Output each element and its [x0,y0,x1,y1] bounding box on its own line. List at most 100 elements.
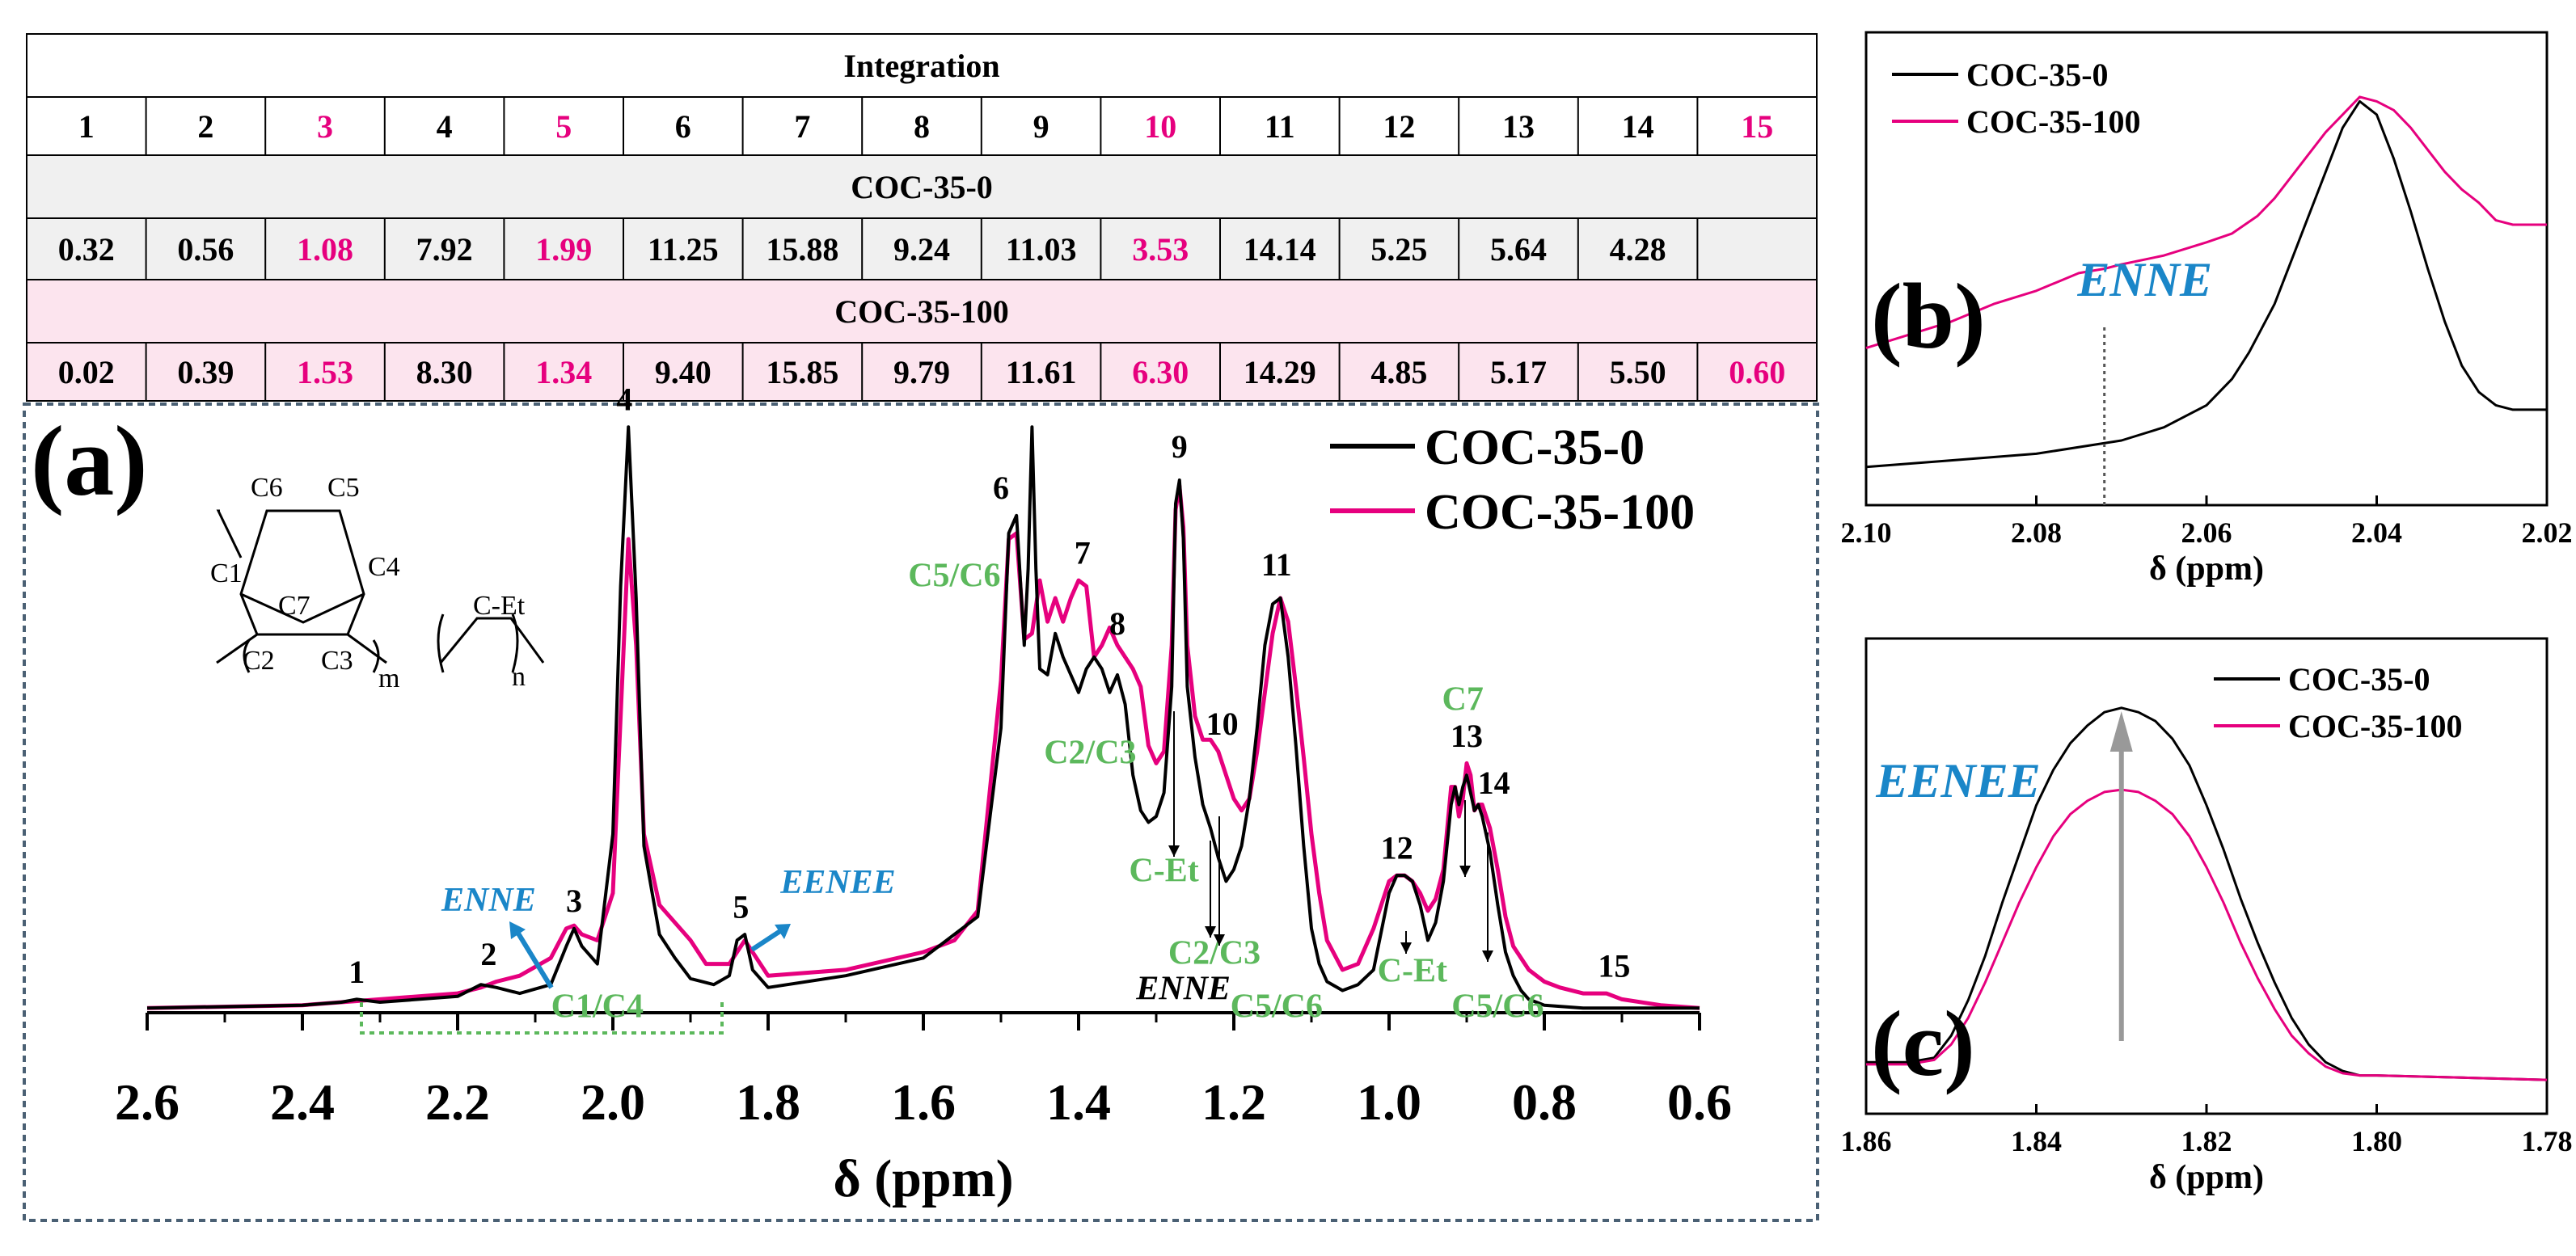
table-cell-sample0: 0.56 [177,231,234,268]
table-peak-number: 8 [914,108,930,145]
table-cell-sample0: 1.08 [297,231,353,268]
table-cell-sample100: 11.61 [1006,354,1077,390]
panel-b-series [1865,99,2547,469]
panel-a-tick-label: 1.0 [1357,1073,1421,1131]
panel-a-tick-label: 2.2 [425,1073,490,1131]
panel-c-tick-label: 1.78 [2522,1125,2573,1157]
panel-c-chart: 1.86 1.84 1.82 1.80 1.78 δ (ppm) COC-35-0 COC-3… [1841,637,2573,1196]
table-cell-sample0: 11.03 [1006,231,1077,268]
table-cell-sample0: 0.32 [58,231,115,268]
table-peak-number: 10 [1144,108,1176,145]
structure-atom-label: C-Et [473,591,526,621]
peak-number-label: 12 [1381,830,1413,866]
panel-b-tick-label: 2.10 [1841,516,1892,549]
table-cell-sample100: 1.53 [297,354,353,390]
peak-number-label: 3 [566,883,582,919]
peak-number-label: 14 [1478,765,1510,801]
peak-number-label: 9 [1172,428,1188,465]
table-peak-number: 4 [437,108,453,145]
table-cell-sample100: 8.30 [416,354,473,390]
assignment-arrowhead [1482,950,1493,962]
table-cell-sample100: 14.29 [1244,354,1316,390]
panel-a-x-label: δ (ppm) [833,1149,1013,1208]
table-cell-sample0: 11.25 [648,231,719,268]
table-cell-sample100: 0.60 [1729,354,1785,390]
eenee-arrow [750,927,784,952]
peak-assignment-label: C5/C6 [908,557,1000,594]
table-cell-sample0: 7.92 [416,231,473,268]
peak-assignment-label: C2/C3 [1168,935,1261,972]
peak-number-label: 5 [733,889,749,925]
c1c4-bracket [360,1002,724,1035]
panel-a-tick-label: 2.0 [581,1073,645,1131]
panel-a-tick-label: 1.6 [891,1073,956,1131]
panel-c-series [1866,788,2548,1081]
table-peak-number: 1 [78,108,95,145]
table-cell-sample100: 1.34 [535,354,592,390]
table-cell-sample100: 4.85 [1370,354,1427,390]
table-cell-sample0: 3.53 [1132,231,1189,268]
peak-number-label: 2 [480,936,496,972]
panel-b-legend-label: COC-35-100 [1966,103,2141,140]
peak-assignment-label: ENNE [1135,970,1231,1007]
panel-c-marker-arrowhead [2109,711,2133,752]
panel-a-tick-label: 0.6 [1667,1073,1732,1131]
structure-atom-label: C3 [321,646,353,676]
table-cell-sample0: 9.24 [893,231,950,268]
structure-atom-label: C7 [278,591,310,621]
panel-a-frame [23,403,1819,1222]
peak-number-label: 10 [1206,706,1239,742]
bracket-m-right [372,639,380,673]
peak-number-label: 8 [1109,605,1125,642]
table-peak-number: 3 [317,108,333,145]
integration-table: Integration COC-35-0 COC-35-100 1 0.32 0.02 2 0… [26,33,1818,402]
panel-b-tick-label: 2.08 [2011,516,2062,549]
table-sample100-name: COC-35-100 [834,293,1009,330]
panel-a-chart: 2.6 2.4 2.2 2.0 1.8 1.6 1.4 1.2 1.0 0.8 0.6 δ (ppm)… [23,381,1819,1222]
assignment-arrowhead [1400,942,1412,954]
table-peak-number: 14 [1622,108,1654,145]
panel-c-tick-label: 1.84 [2011,1125,2062,1157]
peak-number-label: 15 [1598,948,1630,984]
panel-c-series [1866,706,2548,1081]
table-cell-sample0: 14.14 [1244,231,1316,268]
panel-c-x-label: δ (ppm) [2149,1159,2264,1196]
table-peak-number: 13 [1502,108,1535,145]
panel-b-letter: (b) [1871,265,1986,369]
peak-assignment-label: C7 [1442,681,1484,719]
panel-a-tick-label: 1.8 [736,1073,800,1131]
panel-c-annotation: EENEE [1875,754,2040,807]
bond-path [216,509,243,558]
peak-assignment-label: C-Et [1129,852,1198,889]
panel-b-chart: 2.10 2.08 2.06 2.04 2.02 δ (ppm) COC-35-0 COC-3… [1841,31,2573,588]
peak-number-label: 11 [1261,546,1292,583]
table-cell-sample100: 5.17 [1490,354,1547,390]
peak-assignment-label: C5/C6 [1231,988,1323,1025]
panel-b-tick-label: 2.02 [2522,516,2573,549]
table-cell-sample100: 9.79 [893,354,950,390]
panel-a-tick-label: 2.6 [115,1073,179,1131]
structure-atom-label: n [512,662,526,692]
peak-assignment-label: C2/C3 [1044,734,1136,771]
eenee-arrowhead [775,924,791,939]
panel-a-legend-label: COC-35-0 [1425,420,1645,475]
panel-c-tick-label: 1.80 [2351,1125,2402,1157]
peak-assignment-label: C5/C6 [1451,988,1543,1025]
assignment-arrowhead [1214,934,1225,946]
peak-assignment-label: C-Et [1378,953,1447,990]
peak-number-label: 4 [616,381,632,418]
table-peak-number: 6 [675,108,691,145]
panel-c-tick-label: 1.82 [2181,1125,2232,1157]
assignment-arrowhead [1205,926,1216,938]
structure-atom-label: C2 [243,646,275,676]
table-cell-sample100: 0.02 [58,354,115,390]
table-peak-number: 5 [555,108,572,145]
panel-a-tick-label: 2.4 [270,1073,335,1131]
peak-number-label: 1 [348,954,365,990]
panel-c-letter: (c) [1871,993,1975,1096]
table-peak-number: 2 [197,108,213,145]
structure-atom-label: C5 [327,473,360,503]
table-cell-sample100: 0.39 [177,354,234,390]
table-cell-sample100: 15.85 [766,354,838,390]
